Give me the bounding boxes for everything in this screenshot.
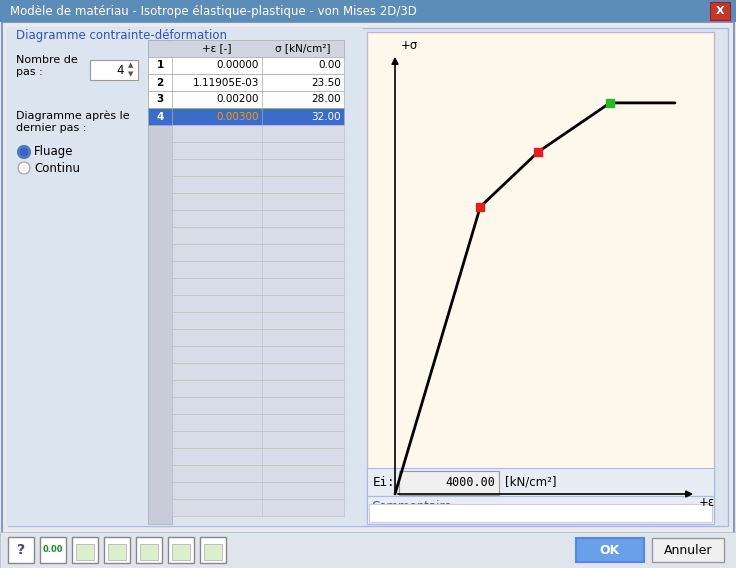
Circle shape (18, 162, 30, 174)
Text: pas :: pas : (16, 67, 43, 77)
Bar (172, 544, 190, 560)
Bar (168, 537, 194, 563)
Text: 4: 4 (116, 64, 124, 77)
Text: 0.00300: 0.00300 (216, 111, 259, 122)
Bar (136, 537, 162, 563)
Bar (148, 74, 344, 91)
Text: 0.00: 0.00 (318, 61, 341, 70)
Bar (204, 544, 222, 560)
Bar (172, 448, 344, 465)
Text: 1.11905E-03: 1.11905E-03 (193, 77, 259, 87)
Bar (0, 0, 736, 22)
Text: Modèle de matériau - Isotrope élastique-plastique - von Mises 2D/3D: Modèle de matériau - Isotrope élastique-… (10, 5, 417, 18)
Bar (172, 142, 344, 159)
Bar (8, 537, 34, 563)
Bar (367, 496, 714, 524)
Bar (76, 544, 94, 560)
Bar (40, 537, 66, 563)
Text: Continu: Continu (34, 161, 80, 174)
Text: 0.00000: 0.00000 (216, 61, 259, 70)
Bar (0, 532, 736, 568)
Text: 4000.00: 4000.00 (445, 475, 495, 488)
Bar (172, 380, 344, 397)
Text: Annuler: Annuler (664, 544, 712, 557)
Bar (710, 2, 730, 20)
Text: X: X (715, 6, 724, 16)
Text: σ [kN/cm²]: σ [kN/cm²] (275, 44, 330, 53)
Text: [kN/cm²]: [kN/cm²] (505, 475, 556, 488)
Text: +σ: +σ (401, 39, 418, 52)
Bar (172, 346, 344, 363)
Text: 4: 4 (156, 111, 163, 122)
Bar (172, 414, 344, 431)
Bar (172, 329, 344, 346)
Bar (148, 40, 344, 57)
Circle shape (21, 148, 27, 156)
Text: 2: 2 (156, 77, 163, 87)
Text: 1: 1 (156, 61, 163, 70)
Bar (90, 60, 138, 80)
Text: ?: ? (17, 543, 25, 557)
Text: 3: 3 (156, 94, 163, 105)
Bar (140, 544, 158, 560)
Text: 0.00: 0.00 (43, 545, 63, 554)
Bar (172, 125, 344, 142)
Bar (172, 261, 344, 278)
Bar (652, 538, 724, 562)
Bar (369, 504, 712, 522)
Text: Diagramme contrainte-déformation: Diagramme contrainte-déformation (16, 30, 227, 43)
Text: +ε: +ε (699, 495, 715, 508)
Bar (8, 28, 363, 526)
Bar (172, 159, 344, 176)
Bar (172, 244, 344, 261)
Bar (104, 537, 130, 563)
Bar (8, 28, 728, 526)
Text: 23.50: 23.50 (311, 77, 341, 87)
Text: 32.00: 32.00 (311, 111, 341, 122)
Bar (148, 108, 344, 125)
Bar (148, 40, 172, 524)
Bar (172, 499, 344, 516)
Text: OK: OK (600, 544, 620, 557)
Text: Diagramme après le: Diagramme après le (16, 111, 130, 121)
Bar (367, 468, 714, 496)
Text: Fluage: Fluage (34, 145, 74, 158)
Bar (172, 176, 344, 193)
Bar (172, 278, 344, 295)
Bar (172, 465, 344, 482)
Bar (172, 431, 344, 448)
Text: ▼: ▼ (128, 72, 133, 77)
Bar (148, 91, 344, 108)
Text: +ε [-]: +ε [-] (202, 44, 232, 53)
Circle shape (18, 146, 30, 158)
Bar (172, 210, 344, 227)
Bar (399, 471, 499, 495)
Bar (200, 537, 226, 563)
Text: Commentaire: Commentaire (371, 500, 451, 513)
Text: 28.00: 28.00 (311, 94, 341, 105)
Bar (172, 482, 344, 499)
Bar (172, 227, 344, 244)
Bar (172, 312, 344, 329)
Text: Ei:: Ei: (373, 475, 395, 488)
Text: dernier pas :: dernier pas : (16, 123, 86, 133)
Bar (172, 397, 344, 414)
Bar (148, 57, 344, 74)
Bar (72, 537, 98, 563)
Text: 0.00200: 0.00200 (216, 94, 259, 105)
Text: Nombre de: Nombre de (16, 55, 78, 65)
Bar (172, 363, 344, 380)
Text: ▲: ▲ (128, 62, 133, 69)
Bar (172, 193, 344, 210)
Bar (576, 538, 644, 562)
Bar (172, 295, 344, 312)
Bar (367, 32, 714, 522)
Bar (108, 544, 126, 560)
